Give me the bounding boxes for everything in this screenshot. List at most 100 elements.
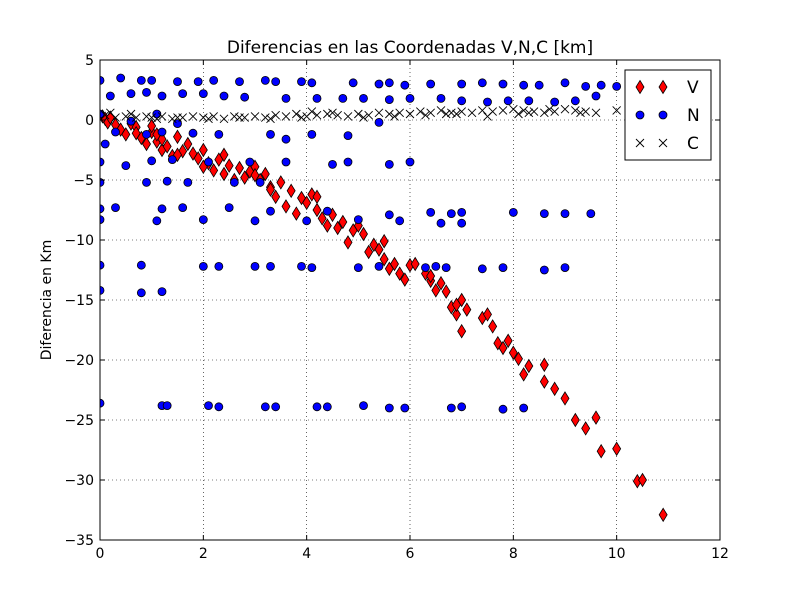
data-point-N bbox=[157, 91, 167, 101]
data-point-N bbox=[343, 131, 353, 141]
data-point-N bbox=[560, 78, 570, 88]
legend-label-N: N bbox=[687, 106, 700, 126]
data-point-N bbox=[193, 77, 203, 86]
data-point-N bbox=[312, 94, 322, 103]
data-point-C bbox=[478, 106, 487, 115]
data-point-N bbox=[240, 92, 250, 102]
data-point-N bbox=[100, 204, 105, 214]
data-point-V bbox=[240, 170, 250, 185]
data-point-C bbox=[612, 106, 621, 115]
data-point-C bbox=[560, 104, 570, 114]
data-point-N bbox=[281, 94, 291, 103]
data-point-C bbox=[467, 108, 477, 118]
data-point-V bbox=[183, 136, 193, 152]
data-point-N bbox=[384, 210, 394, 220]
data-point-N bbox=[136, 76, 146, 85]
data-point-N bbox=[266, 261, 275, 271]
data-point-C bbox=[405, 109, 415, 119]
data-point-C bbox=[519, 106, 528, 115]
data-point-N bbox=[260, 402, 270, 412]
data-point-C bbox=[297, 113, 306, 122]
data-point-C bbox=[395, 108, 404, 118]
legend-marker-V bbox=[635, 79, 645, 95]
data-point-N bbox=[570, 96, 580, 106]
data-point-N bbox=[204, 157, 213, 167]
data-point-N bbox=[560, 209, 570, 219]
data-point-N bbox=[142, 177, 151, 187]
data-point-N bbox=[214, 129, 224, 139]
data-point-C bbox=[323, 109, 332, 119]
data-point-V bbox=[379, 251, 389, 267]
data-point-N bbox=[147, 76, 157, 85]
ticks: 0 2 4 6 8 10 12 5 0 −5 −10 −15 −20 −25 −30 −35 bbox=[64, 53, 728, 562]
data-point-C bbox=[271, 110, 280, 120]
data-point-V bbox=[219, 147, 229, 163]
data-point-N bbox=[188, 128, 198, 138]
data-point-N bbox=[147, 156, 157, 166]
data-point-N bbox=[271, 402, 281, 412]
data-point-N bbox=[167, 155, 177, 165]
data-point-V bbox=[441, 284, 451, 299]
data-point-V bbox=[452, 297, 461, 313]
data-point-N bbox=[183, 177, 193, 187]
data-point-N bbox=[477, 78, 487, 88]
legend-marker-V bbox=[658, 79, 668, 95]
data-point-C bbox=[266, 114, 275, 124]
data-point-C bbox=[328, 108, 337, 118]
series-V bbox=[100, 109, 668, 523]
data-point-V bbox=[570, 412, 580, 428]
data-point-V bbox=[266, 182, 275, 197]
data-point-N bbox=[436, 94, 446, 103]
data-point-V bbox=[235, 160, 244, 176]
data-point-N bbox=[266, 129, 275, 139]
data-point-N bbox=[328, 159, 337, 169]
chart-title: Diferencias en las Coordenadas V,N,C [km… bbox=[227, 38, 593, 58]
data-point-N bbox=[152, 109, 162, 119]
data-point-N bbox=[498, 263, 508, 273]
data-point-V bbox=[291, 206, 301, 221]
data-point-N bbox=[395, 216, 405, 226]
data-point-C bbox=[447, 108, 456, 118]
data-point-N bbox=[281, 157, 291, 167]
data-point-N bbox=[250, 261, 260, 271]
data-point-V bbox=[271, 189, 281, 205]
data-point-C bbox=[436, 106, 446, 115]
x-tick-label: 2 bbox=[199, 546, 208, 562]
y-tick-label: −10 bbox=[64, 233, 94, 249]
data-point-C bbox=[100, 110, 110, 120]
data-point-N bbox=[457, 207, 467, 217]
data-point-N bbox=[157, 287, 167, 297]
data-point-V bbox=[539, 374, 549, 389]
data-point-C bbox=[457, 107, 466, 116]
data-point-V bbox=[333, 220, 343, 236]
data-point-N bbox=[483, 97, 492, 107]
y-tick-label: 0 bbox=[85, 113, 94, 129]
data-point-V bbox=[276, 175, 286, 190]
data-point-N bbox=[157, 204, 167, 214]
data-point-C bbox=[126, 109, 136, 119]
data-point-N bbox=[260, 76, 270, 85]
data-point-C bbox=[157, 112, 167, 121]
data-point-C bbox=[106, 108, 115, 118]
data-point-N bbox=[105, 91, 115, 101]
data-point-N bbox=[426, 79, 436, 89]
data-point-V bbox=[374, 242, 384, 257]
data-point-C bbox=[219, 114, 229, 124]
data-point-N bbox=[457, 402, 467, 412]
data-point-C bbox=[591, 108, 601, 118]
data-point-C bbox=[230, 112, 239, 121]
data-point-C bbox=[385, 109, 394, 119]
data-point-N bbox=[307, 78, 317, 88]
legend-marker-C bbox=[658, 138, 668, 148]
data-point-V bbox=[426, 268, 436, 284]
data-point-N bbox=[297, 77, 306, 86]
data-point-N bbox=[271, 77, 281, 86]
data-point-V bbox=[162, 139, 172, 154]
data-point-N bbox=[550, 97, 560, 107]
data-point-V bbox=[142, 136, 151, 152]
data-point-C bbox=[483, 112, 492, 121]
data-point-N bbox=[519, 80, 529, 90]
data-point-V bbox=[508, 345, 518, 361]
data-point-C bbox=[168, 114, 177, 124]
data-point-N bbox=[178, 203, 188, 213]
